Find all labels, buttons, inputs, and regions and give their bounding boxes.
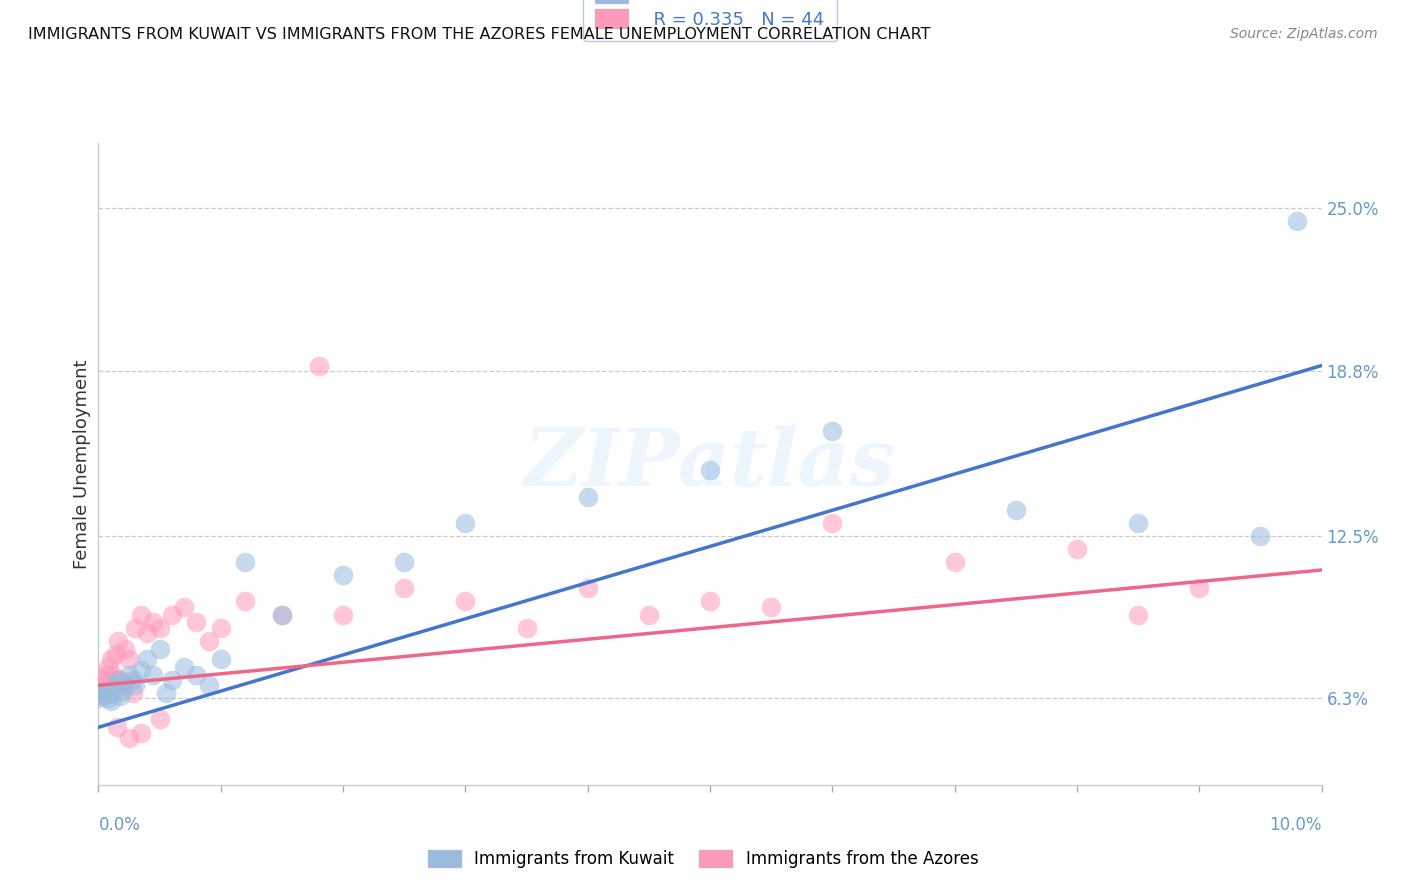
Point [129, 607, 152, 622]
Text: ZIPatlas: ZIPatlas [524, 425, 896, 502]
Point [761, 599, 783, 614]
Point [699, 463, 721, 477]
Point [149, 641, 172, 656]
Point [576, 582, 599, 596]
Point [233, 594, 256, 608]
Point [97, 660, 120, 674]
Point [1066, 542, 1088, 557]
Point [821, 516, 844, 530]
Point [100, 652, 122, 666]
Point [270, 607, 294, 622]
Point [129, 663, 152, 677]
Point [1250, 529, 1272, 543]
Point [91, 689, 114, 703]
Point [332, 607, 354, 622]
Point [107, 673, 129, 687]
Point [91, 678, 114, 692]
Point [943, 555, 966, 569]
Point [1128, 607, 1150, 622]
Point [209, 652, 232, 666]
Point [124, 678, 146, 692]
Point [121, 686, 143, 700]
Point [454, 594, 477, 608]
Point [129, 725, 152, 739]
Legend:   R = 0.820   N = 37,   R = 0.335   N = 44: R = 0.820 N = 37, R = 0.335 N = 44 [583, 0, 837, 41]
Point [104, 647, 127, 661]
Point [392, 582, 416, 596]
Point [87, 691, 110, 706]
Point [142, 668, 165, 682]
Point [101, 686, 124, 700]
Point [1128, 516, 1150, 530]
Point [90, 683, 112, 698]
Legend: Immigrants from Kuwait, Immigrants from the Azores: Immigrants from Kuwait, Immigrants from … [420, 843, 986, 875]
Point [1286, 214, 1309, 228]
Point [111, 678, 134, 692]
Point [136, 626, 159, 640]
Point [111, 683, 134, 698]
Y-axis label: Female Unemployment: Female Unemployment [73, 359, 91, 568]
Point [160, 607, 183, 622]
Point [118, 652, 141, 666]
Point [104, 678, 127, 692]
Point [149, 713, 172, 727]
Point [142, 615, 165, 630]
Point [121, 673, 143, 687]
Point [114, 641, 136, 656]
Point [332, 568, 354, 582]
Point [516, 621, 538, 635]
Point [149, 621, 172, 635]
Point [186, 668, 208, 682]
Point [209, 621, 232, 635]
Point [110, 689, 132, 703]
Point [118, 668, 141, 682]
Point [107, 633, 129, 648]
Point [87, 686, 110, 700]
Point [110, 673, 132, 687]
Text: IMMIGRANTS FROM KUWAIT VS IMMIGRANTS FROM THE AZORES FEMALE UNEMPLOYMENT CORRELA: IMMIGRANTS FROM KUWAIT VS IMMIGRANTS FRO… [28, 27, 931, 42]
Point [173, 599, 195, 614]
Point [90, 673, 112, 687]
Point [136, 652, 159, 666]
Point [173, 660, 195, 674]
Text: 10.0%: 10.0% [1270, 816, 1322, 834]
Point [155, 686, 177, 700]
Point [197, 633, 219, 648]
Point [94, 686, 117, 700]
Point [114, 675, 136, 690]
Point [186, 615, 208, 630]
Point [101, 668, 124, 682]
Point [576, 490, 599, 504]
Text: Source: ZipAtlas.com: Source: ZipAtlas.com [1230, 27, 1378, 41]
Point [308, 359, 330, 373]
Point [105, 720, 128, 734]
Point [454, 516, 477, 530]
Point [392, 555, 416, 569]
Text: 0.0%: 0.0% [98, 816, 141, 834]
Point [1188, 582, 1211, 596]
Point [638, 607, 661, 622]
Point [699, 594, 721, 608]
Point [97, 691, 120, 706]
Point [124, 621, 146, 635]
Point [270, 607, 294, 622]
Point [197, 678, 219, 692]
Point [1004, 502, 1026, 516]
Point [100, 694, 122, 708]
Point [233, 555, 256, 569]
Point [94, 668, 117, 682]
Point [821, 424, 844, 438]
Point [118, 731, 141, 745]
Point [160, 673, 183, 687]
